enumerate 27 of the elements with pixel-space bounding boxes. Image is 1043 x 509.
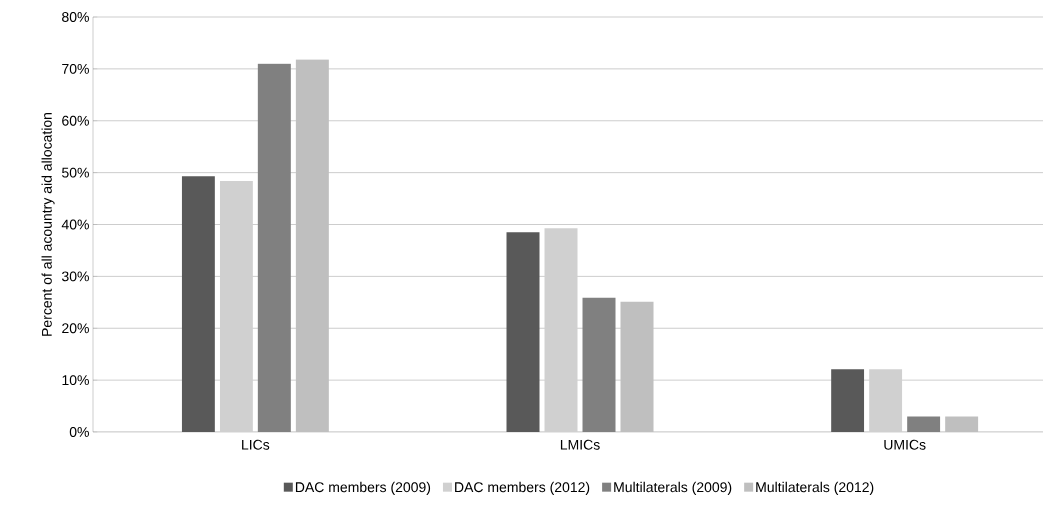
bar xyxy=(181,176,215,432)
y-axis-title: Percent of all acountry aid allocation xyxy=(41,112,55,336)
bar xyxy=(544,228,578,432)
y-tick-label: 0% xyxy=(69,427,89,437)
bar xyxy=(869,369,903,432)
bar xyxy=(945,416,979,432)
bar xyxy=(620,301,654,432)
bar xyxy=(506,232,540,432)
legend-label: Multilaterals (2012) xyxy=(756,481,874,495)
x-tick-label: LMICs xyxy=(560,439,600,450)
legend-label: Multilaterals (2009) xyxy=(614,481,732,495)
legend-label: DAC members (2012) xyxy=(455,481,590,495)
x-tick-label: UMICs xyxy=(884,439,926,450)
y-tick-label: 10% xyxy=(62,375,89,386)
y-tick-label: 30% xyxy=(61,271,89,282)
bar xyxy=(907,416,941,432)
x-tick-label: LICs xyxy=(242,439,270,450)
bar xyxy=(831,369,865,432)
y-tick-label: 60% xyxy=(62,115,89,126)
bar xyxy=(219,180,253,432)
y-tick-label: 50% xyxy=(62,167,89,178)
y-tick-label: 80% xyxy=(62,12,89,22)
y-tick-label: 40% xyxy=(61,219,89,230)
bar xyxy=(295,59,329,432)
legend-label: DAC members (2009) xyxy=(295,481,431,495)
y-tick-label: 20% xyxy=(62,323,89,334)
y-tick-label: 70% xyxy=(62,63,89,74)
